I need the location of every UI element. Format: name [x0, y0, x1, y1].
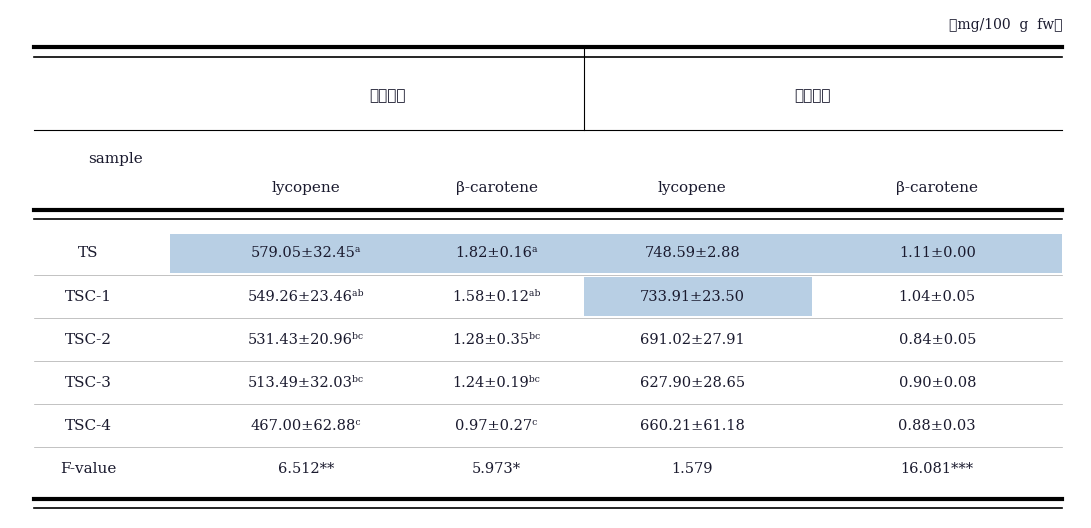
Text: β-carotene: β-carotene	[456, 181, 538, 195]
Text: 733.91±23.50: 733.91±23.50	[640, 289, 745, 304]
Text: 동결건조: 동결건조	[794, 89, 830, 103]
Text: TSC-3: TSC-3	[65, 376, 112, 390]
Text: 1.579: 1.579	[672, 462, 714, 476]
Text: 531.43±20.96ᵇᶜ: 531.43±20.96ᵇᶜ	[248, 333, 364, 347]
Text: TSC-2: TSC-2	[65, 333, 112, 347]
Text: sample: sample	[88, 152, 143, 166]
Text: 1.28±0.35ᵇᶜ: 1.28±0.35ᵇᶜ	[453, 333, 541, 347]
Text: 1.11±0.00: 1.11±0.00	[899, 247, 975, 260]
Text: lycopene: lycopene	[272, 181, 340, 195]
Bar	[584, 277, 812, 316]
Text: lycopene: lycopene	[658, 181, 727, 195]
Text: 467.00±62.88ᶜ: 467.00±62.88ᶜ	[251, 419, 361, 433]
Text: 1.82±0.16ᵃ: 1.82±0.16ᵃ	[455, 247, 538, 260]
Bar	[584, 234, 812, 274]
Text: 660.21±61.18: 660.21±61.18	[640, 419, 745, 433]
Text: 6.512**: 6.512**	[278, 462, 334, 476]
Text: 1.04±0.05: 1.04±0.05	[899, 289, 975, 304]
Text: 579.05±32.45ᵃ: 579.05±32.45ᵃ	[251, 247, 361, 260]
Text: F-value: F-value	[60, 462, 117, 476]
Text: β-carotene: β-carotene	[897, 181, 979, 195]
Text: （mg/100  g  fw）: （mg/100 g fw）	[949, 18, 1063, 32]
Text: 748.59±2.88: 748.59±2.88	[645, 247, 741, 260]
Text: 0.88±0.03: 0.88±0.03	[899, 419, 976, 433]
Bar	[409, 234, 584, 274]
Text: 0.90±0.08: 0.90±0.08	[899, 376, 976, 390]
Text: 1.58±0.12ᵃᵇ: 1.58±0.12ᵃᵇ	[453, 289, 541, 304]
Text: TSC-4: TSC-4	[65, 419, 112, 433]
Text: TSC-1: TSC-1	[65, 289, 112, 304]
Text: 691.02±27.91: 691.02±27.91	[640, 333, 745, 347]
Text: 627.90±28.65: 627.90±28.65	[639, 376, 745, 390]
Text: 549.26±23.46ᵃᵇ: 549.26±23.46ᵃᵇ	[248, 289, 364, 304]
Text: 0.84±0.05: 0.84±0.05	[899, 333, 976, 347]
Text: 513.49±32.03ᵇᶜ: 513.49±32.03ᵇᶜ	[248, 376, 364, 390]
Text: 열풍건조: 열풍건조	[370, 89, 406, 103]
Text: 5.973*: 5.973*	[472, 462, 521, 476]
Text: 1.24±0.19ᵇᶜ: 1.24±0.19ᵇᶜ	[453, 376, 540, 390]
Bar	[170, 234, 409, 274]
Text: TS: TS	[79, 247, 98, 260]
Bar	[812, 234, 1063, 274]
Text: 16.081***: 16.081***	[901, 462, 974, 476]
Text: 0.97±0.27ᶜ: 0.97±0.27ᶜ	[455, 419, 538, 433]
